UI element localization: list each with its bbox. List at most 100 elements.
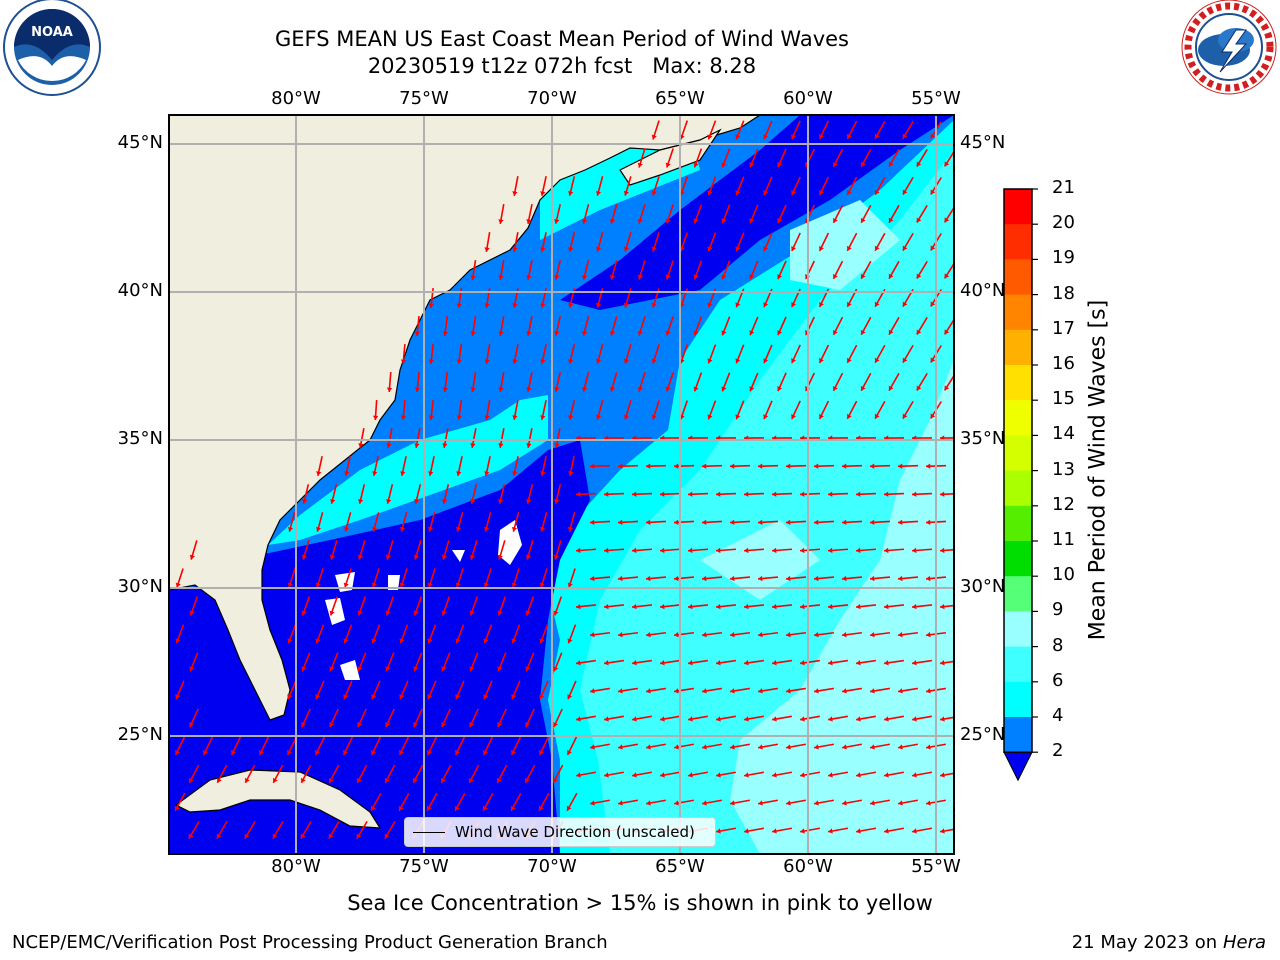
- wind-wave-arrowhead: [707, 302, 713, 308]
- wind-wave-arrowhead: [412, 777, 418, 783]
- wind-wave-arrowhead: [926, 800, 931, 806]
- colorbar-bin: [1004, 646, 1032, 683]
- wind-wave-arrowhead: [646, 632, 651, 638]
- wind-wave-arrowhead: [469, 610, 475, 616]
- wind-wave-arrowhead: [828, 660, 833, 666]
- wind-wave-arrowhead: [590, 463, 595, 469]
- wind-wave-arrowhead: [856, 772, 861, 778]
- wind-wave-arrowhead: [870, 463, 875, 469]
- wind-wave-arrowhead: [470, 387, 476, 392]
- wind-wave-arrowhead: [665, 274, 671, 280]
- wind-wave-arrowhead: [888, 161, 894, 167]
- colorbar-tick-label: 20: [1052, 212, 1075, 234]
- wind-wave-arrowhead: [590, 800, 595, 806]
- colorbar-tick-label: 12: [1052, 493, 1075, 515]
- wind-wave-arrowhead: [315, 526, 322, 532]
- wind-wave-arrowhead: [301, 554, 307, 560]
- wind-wave-arrowhead: [554, 443, 560, 448]
- wind-wave-arrowhead: [791, 358, 797, 364]
- wind-wave-arrowhead: [693, 162, 699, 168]
- wind-wave-arrowhead: [730, 575, 735, 582]
- colorbar-tick-label: 6: [1052, 669, 1064, 691]
- wind-wave-arrowhead: [800, 660, 805, 666]
- wind-wave-arrowhead: [665, 218, 671, 224]
- wind-wave-arrowhead: [539, 749, 544, 755]
- wind-wave-arrowhead: [702, 800, 707, 806]
- wind-wave-arrowhead: [846, 245, 852, 251]
- wind-wave-arrowhead: [496, 777, 502, 783]
- wind-wave-arrowhead: [414, 498, 420, 504]
- axis-tick-label: 30°N: [117, 576, 163, 597]
- wind-wave-arrowhead: [819, 414, 824, 419]
- wind-wave-arrowhead: [730, 744, 735, 750]
- wind-wave-arrowhead: [912, 828, 917, 834]
- wind-wave-arrowhead: [357, 610, 363, 616]
- wind-wave-arrowhead: [595, 414, 602, 420]
- wind-wave-arrowhead: [660, 772, 665, 778]
- wind-wave-arrowhead: [590, 688, 595, 694]
- wind-wave-arrowhead: [216, 777, 222, 783]
- wind-wave-arrowhead: [287, 526, 294, 532]
- wind-wave-arrowhead: [484, 359, 490, 364]
- wind-wave-arrowhead: [566, 805, 572, 811]
- wind-wave-arrowhead: [428, 303, 434, 308]
- wind-wave-arrowhead: [674, 744, 679, 750]
- wind-wave-arrowhead: [758, 744, 763, 750]
- wind-wave-arrowhead: [511, 638, 517, 644]
- wind-wave-arrowhead: [567, 526, 574, 532]
- colorbar-tick-label: 9: [1052, 599, 1064, 621]
- wind-wave-arrowhead: [554, 275, 560, 280]
- wind-wave-arrowhead: [940, 772, 945, 778]
- wind-wave-arrowhead: [744, 491, 749, 497]
- wind-wave-arrowhead: [646, 800, 651, 806]
- colorbar-tick-label: 2: [1052, 740, 1064, 762]
- wind-wave-arrowhead: [832, 217, 838, 223]
- wind-wave-arrowhead: [371, 694, 377, 700]
- wind-wave-arrowhead: [842, 463, 847, 469]
- wind-wave-arrowhead: [413, 610, 419, 616]
- wind-wave-arrowhead: [651, 414, 657, 420]
- wind-wave-arrowhead: [786, 800, 791, 806]
- wind-wave-arrowhead: [735, 302, 741, 308]
- wind-wave-arrowhead: [860, 329, 866, 335]
- wind-wave-arrowhead: [539, 694, 545, 700]
- wind-wave-arrowhead: [510, 805, 516, 811]
- wind-wave-arrowhead: [174, 805, 180, 811]
- wind-wave-arrowhead: [511, 526, 518, 532]
- wind-wave-arrowhead: [590, 519, 595, 526]
- wind-wave-arrowhead: [413, 666, 419, 672]
- wind-wave-arrowhead: [567, 694, 573, 700]
- wind-wave-arrowhead: [524, 777, 530, 783]
- wind-wave-arrowhead: [674, 688, 679, 694]
- wind-wave-arrowhead: [203, 749, 208, 755]
- wind-wave-arrowhead: [707, 246, 713, 252]
- wind-wave-arrowhead: [552, 777, 558, 783]
- wind-wave-arrowhead: [814, 632, 819, 638]
- wind-wave-arrowhead: [618, 688, 623, 694]
- wind-wave-arrowhead: [842, 800, 847, 806]
- wind-wave-arrowhead: [870, 744, 875, 750]
- axis-tick-label: 75°W: [399, 856, 449, 877]
- wind-wave-arrowhead: [632, 716, 637, 722]
- wind-wave-arrowhead: [590, 744, 595, 750]
- wind-wave-arrowhead: [497, 722, 502, 728]
- wind-wave-arrowhead: [898, 575, 903, 582]
- wind-wave-arrowhead: [912, 491, 917, 497]
- wind-wave-arrowhead: [637, 162, 643, 168]
- wind-wave-arrowhead: [511, 694, 517, 700]
- wind-wave-arrowhead: [315, 638, 321, 644]
- wind-wave-arrowhead: [884, 660, 889, 666]
- wind-wave-arrowhead: [842, 688, 847, 694]
- colorbar-label: Mean Period of Wind Waves [s]: [1085, 299, 1111, 641]
- wind-wave-arrowhead: [930, 245, 936, 251]
- wind-wave-arrowhead: [870, 688, 875, 694]
- wind-wave-arrowhead: [385, 722, 390, 728]
- colorbar-bin: [1004, 505, 1032, 542]
- colorbar-tick-label: 4: [1052, 705, 1064, 726]
- colorbar-bin: [1004, 435, 1032, 472]
- wind-wave-arrowhead: [385, 610, 391, 616]
- wind-wave-arrowhead: [609, 274, 616, 280]
- wind-wave-arrowhead: [856, 716, 861, 722]
- wind-wave-arrowhead: [800, 547, 805, 554]
- wind-wave-arrowhead: [902, 357, 908, 363]
